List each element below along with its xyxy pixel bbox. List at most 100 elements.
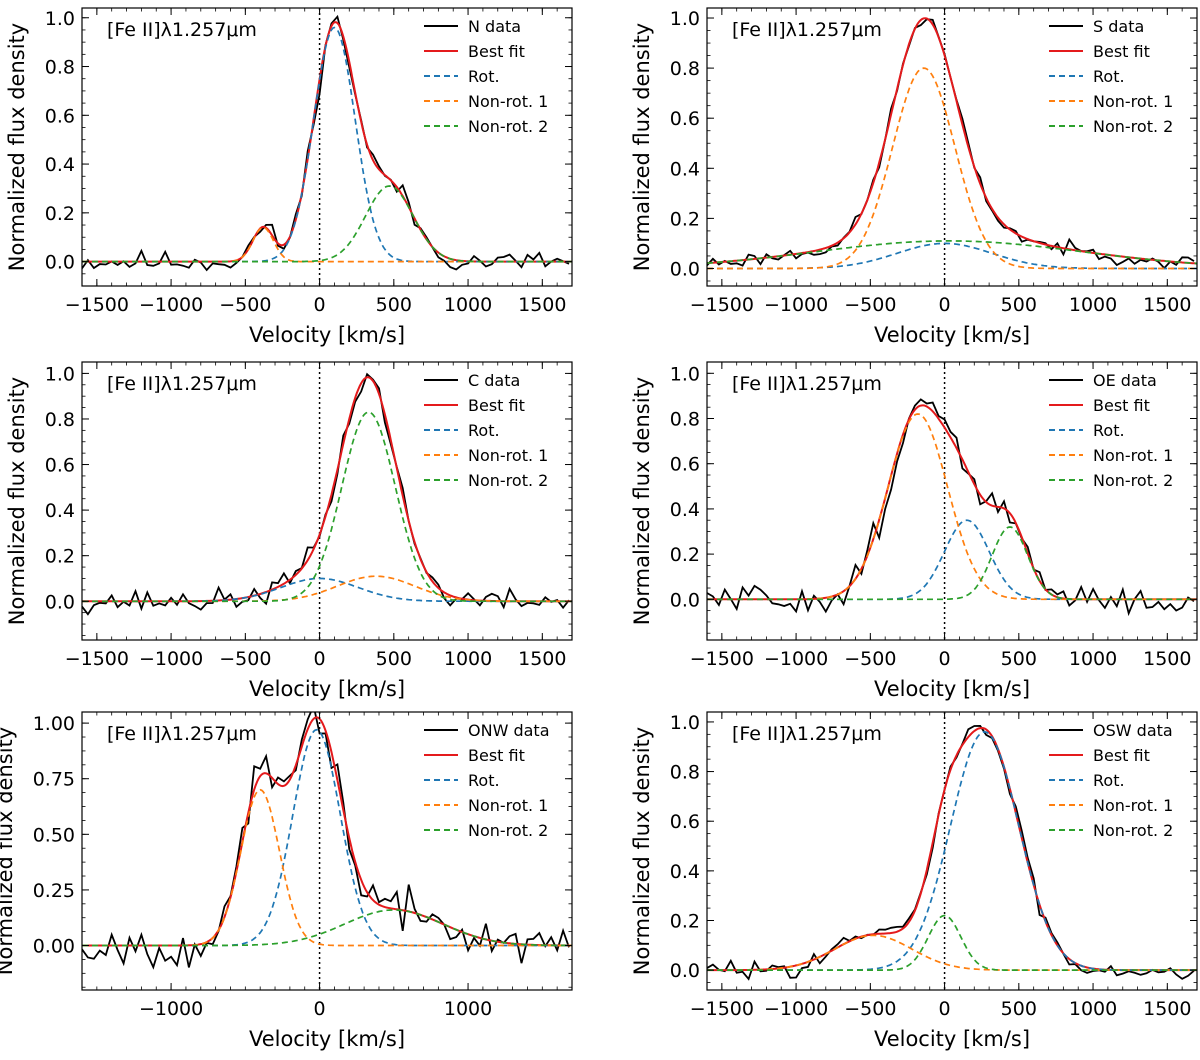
x-tick-label: 1000 bbox=[1069, 648, 1117, 670]
x-axis-label: Velocity [km/s] bbox=[249, 1027, 405, 1051]
x-axis-label: Velocity [km/s] bbox=[249, 677, 405, 701]
y-tick-label: 0.6 bbox=[45, 105, 75, 127]
series-nonrot2 bbox=[82, 411, 572, 603]
panel-n: −1500 −1000 −500 0 500 1000 1500 0.0 0.2 0.4 0.6 0.… bbox=[5, 7, 573, 347]
plot-area bbox=[82, 712, 572, 990]
x-tick-label: −1000 bbox=[764, 998, 828, 1020]
panel-oe: −1500 −1000 −500 0 500 1000 1500 0.0 0.2 0.4 0.6 0.… bbox=[630, 361, 1198, 701]
axes-frame bbox=[81, 361, 573, 641]
legend-label-data: OE data bbox=[1093, 371, 1157, 390]
y-tick-label: 0.0 bbox=[670, 258, 700, 280]
y-tick-label: 0.2 bbox=[670, 911, 700, 933]
series-rot bbox=[82, 26, 572, 263]
series-rot bbox=[707, 519, 1197, 601]
axes-frame bbox=[706, 361, 1198, 641]
legend-label-fit: Best fit bbox=[1093, 746, 1150, 765]
x-tick-label: 1000 bbox=[444, 998, 492, 1020]
panel-s: −1500 −1000 −500 0 500 1000 1500 0.0 0.2 0.4 0.6 0.… bbox=[630, 7, 1198, 347]
y-tick-label: 0.8 bbox=[670, 762, 700, 784]
x-tick-label: 1500 bbox=[518, 648, 566, 670]
legend: OE data Best fit Rot. Non-rot. 1 Non-rot. 2 bbox=[1049, 371, 1173, 490]
y-tick-label: 1.0 bbox=[45, 8, 75, 30]
y-tick-label: 0.6 bbox=[670, 108, 700, 130]
x-axis-label: Velocity [km/s] bbox=[874, 323, 1030, 347]
legend-label-nonrot2: Non-rot. 2 bbox=[468, 821, 548, 840]
x-tick-label: −500 bbox=[844, 294, 896, 316]
y-tick-label: 0.8 bbox=[670, 58, 700, 80]
y-axis-label: Normalized flux density bbox=[630, 727, 654, 975]
x-tick-label: −1500 bbox=[690, 294, 754, 316]
x-axis-label: Velocity [km/s] bbox=[249, 323, 405, 347]
y-tick-label: 1.0 bbox=[670, 8, 700, 30]
y-tick-label: 0.8 bbox=[45, 409, 75, 431]
legend-label-nonrot1: Non-rot. 1 bbox=[1093, 446, 1173, 465]
legend-label-nonrot2: Non-rot. 2 bbox=[1093, 117, 1173, 136]
legend: OSW data Best fit Rot. Non-rot. 1 Non-rot. 2 bbox=[1049, 721, 1173, 840]
legend-label-data: S data bbox=[1093, 17, 1144, 36]
y-tick-label: 0.2 bbox=[670, 544, 700, 566]
series-nonrot2 bbox=[707, 240, 1197, 265]
legend-label-data: ONW data bbox=[468, 721, 550, 740]
line-annotation: [Fe II]λ1.257μm bbox=[107, 373, 257, 395]
y-tick-label: 0.2 bbox=[45, 546, 75, 568]
x-tick-label: 0 bbox=[939, 648, 951, 670]
x-tick-label: 1500 bbox=[1143, 648, 1191, 670]
axes-frame bbox=[706, 7, 1198, 287]
legend: N data Best fit Rot. Non-rot. 1 Non-rot. 2 bbox=[424, 17, 548, 136]
plot-area bbox=[707, 8, 1197, 286]
series-nonrot1 bbox=[707, 67, 1197, 270]
x-tick-label: 1500 bbox=[518, 294, 566, 316]
legend-label-rot: Rot. bbox=[468, 421, 500, 440]
legend: ONW data Best fit Rot. Non-rot. 1 Non-rot. 2 bbox=[424, 721, 550, 840]
axes-frame bbox=[81, 711, 573, 991]
legend-label-nonrot2: Non-rot. 2 bbox=[1093, 471, 1173, 490]
x-tick-label: −500 bbox=[844, 648, 896, 670]
y-tick-label: 0.4 bbox=[45, 500, 75, 522]
legend-label-rot: Rot. bbox=[1093, 421, 1125, 440]
x-tick-label: −500 bbox=[844, 998, 896, 1020]
y-axis-label: Normalized flux density bbox=[5, 377, 29, 625]
y-tick-label: 0.4 bbox=[45, 154, 75, 176]
x-tick-label: 500 bbox=[376, 294, 412, 316]
y-tick-label: 0.6 bbox=[670, 454, 700, 476]
y-tick-label: 0.2 bbox=[45, 203, 75, 225]
x-tick-label: 1000 bbox=[444, 648, 492, 670]
series-nonrot2 bbox=[82, 185, 572, 263]
y-tick-label: 0.75 bbox=[33, 769, 75, 791]
y-tick-label: 0.6 bbox=[45, 455, 75, 477]
series-nonrot2 bbox=[707, 914, 1197, 971]
line-annotation: [Fe II]λ1.257μm bbox=[732, 723, 882, 745]
x-tick-label: −1500 bbox=[65, 294, 129, 316]
y-tick-label: 0.8 bbox=[670, 409, 700, 431]
x-tick-label: 1500 bbox=[1143, 998, 1191, 1020]
legend-label-nonrot1: Non-rot. 1 bbox=[468, 92, 548, 111]
series-nonrot2 bbox=[707, 526, 1197, 601]
legend-label-rot: Rot. bbox=[1093, 771, 1125, 790]
legend-label-rot: Rot. bbox=[468, 67, 500, 86]
legend-label-nonrot1: Non-rot. 1 bbox=[1093, 796, 1173, 815]
legend-label-data: OSW data bbox=[1093, 721, 1173, 740]
line-annotation: [Fe II]λ1.257μm bbox=[107, 19, 257, 41]
x-tick-label: 500 bbox=[376, 648, 412, 670]
legend-label-nonrot2: Non-rot. 2 bbox=[1093, 821, 1173, 840]
x-tick-label: 1000 bbox=[1069, 294, 1117, 316]
plot-area bbox=[707, 712, 1197, 990]
legend-label-nonrot1: Non-rot. 1 bbox=[468, 446, 548, 465]
y-tick-label: 0.4 bbox=[670, 861, 700, 883]
legend-label-fit: Best fit bbox=[1093, 396, 1150, 415]
legend: S data Best fit Rot. Non-rot. 1 Non-rot. 2 bbox=[1049, 17, 1173, 136]
plot-area bbox=[707, 362, 1197, 640]
plot-area bbox=[82, 362, 572, 640]
x-tick-label: −500 bbox=[219, 294, 271, 316]
legend-label-nonrot2: Non-rot. 2 bbox=[468, 471, 548, 490]
legend-label-data: C data bbox=[468, 371, 520, 390]
y-axis-label: Normalized flux density bbox=[5, 23, 29, 271]
line-annotation: [Fe II]λ1.257μm bbox=[732, 373, 882, 395]
y-tick-label: 1.0 bbox=[45, 363, 75, 385]
x-tick-label: 0 bbox=[314, 294, 326, 316]
y-tick-label: 0.6 bbox=[670, 811, 700, 833]
x-tick-label: −1000 bbox=[764, 294, 828, 316]
axes-frame bbox=[706, 711, 1198, 991]
x-tick-label: 0 bbox=[314, 648, 326, 670]
